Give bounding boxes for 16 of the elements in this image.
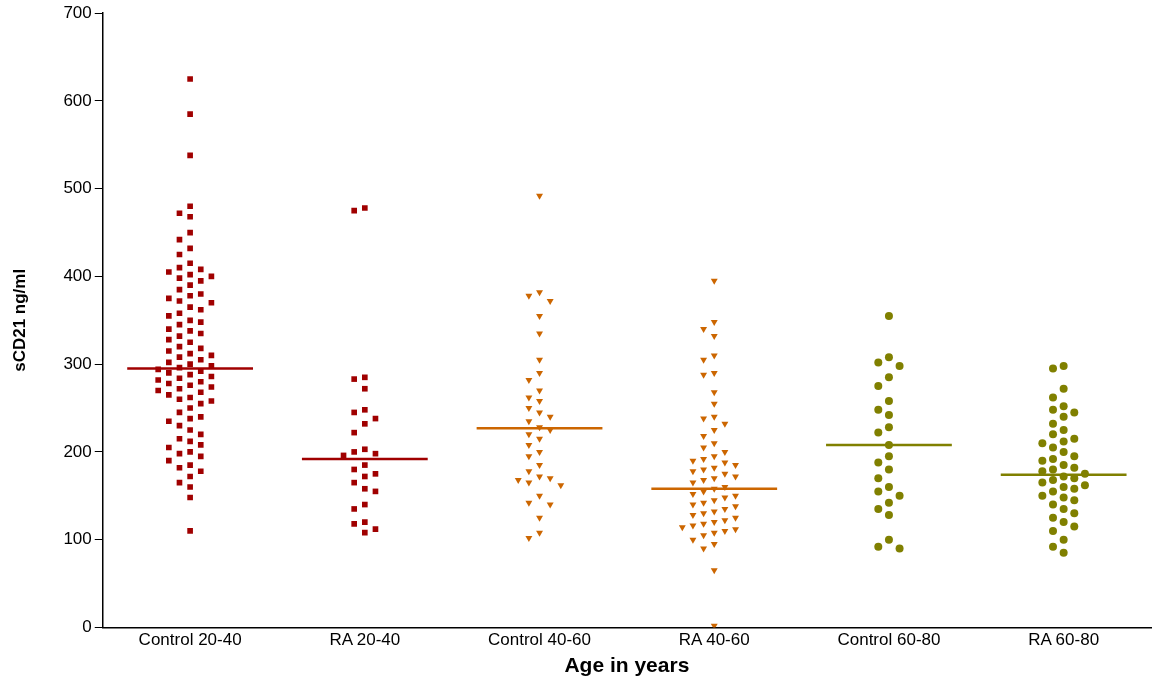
x-tick-label: RA 40-60 — [678, 630, 750, 650]
y-tick-label: 200 — [63, 441, 92, 461]
y-tick-label: 500 — [63, 178, 92, 198]
x-tick-label: RA 60-80 — [1028, 630, 1100, 650]
y-tick-label: 600 — [63, 90, 92, 110]
y-tick-label: 100 — [63, 529, 92, 549]
y-tick-label: 0 — [82, 617, 92, 637]
x-axis-title: Age in years — [564, 653, 690, 677]
x-tick-label: Control 60-80 — [837, 630, 941, 650]
x-tick-label: RA 20-40 — [329, 630, 401, 650]
x-tick-label: Control 40-60 — [488, 630, 592, 650]
x-tick-label: Control 20-40 — [138, 630, 242, 650]
y-tick-label: 400 — [63, 266, 92, 286]
y-tick-label: 700 — [63, 2, 92, 22]
y-axis-title: sCD21 ng/ml — [9, 268, 29, 372]
y-tick-label: 300 — [63, 353, 92, 373]
